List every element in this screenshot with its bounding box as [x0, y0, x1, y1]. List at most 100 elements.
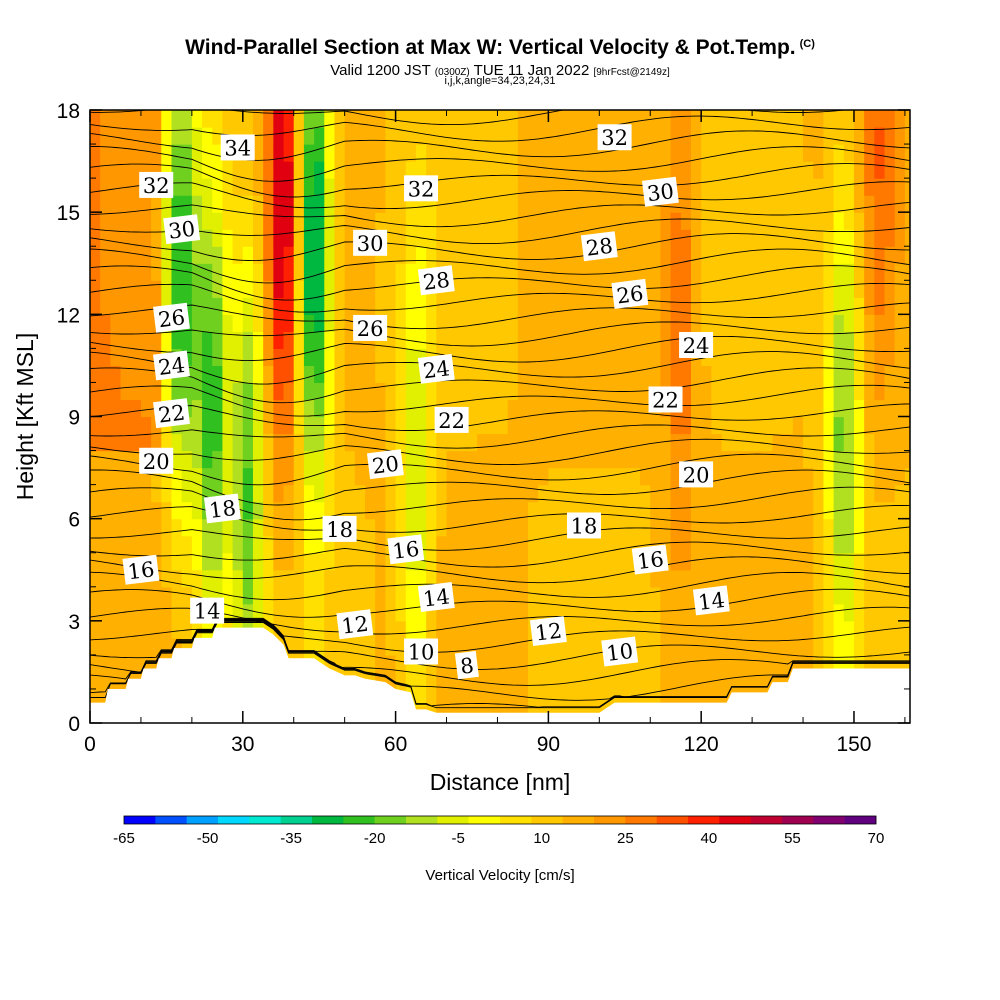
velocity-cell: [415, 501, 427, 520]
velocity-cell: [405, 110, 417, 128]
velocity-cell: [772, 654, 784, 673]
velocity-cell: [670, 161, 682, 179]
velocity-cell: [558, 195, 570, 213]
velocity-cell: [303, 229, 315, 247]
velocity-cell: [853, 467, 865, 486]
velocity-cell: [415, 552, 427, 571]
velocity-cell: [874, 280, 886, 298]
velocity-cell: [252, 365, 264, 384]
velocity-cell: [813, 484, 825, 503]
velocity-cell: [120, 399, 132, 418]
velocity-cell: [843, 229, 855, 247]
velocity-cell: [670, 603, 682, 622]
velocity-cell: [874, 416, 886, 435]
velocity-cell: [385, 348, 397, 367]
velocity-cell: [640, 127, 651, 145]
velocity-cell: [232, 331, 244, 349]
velocity-cell: [365, 535, 376, 554]
velocity-cell: [90, 637, 101, 656]
contour-label-text: 28: [585, 234, 614, 261]
velocity-cell: [762, 620, 774, 639]
velocity-cell: [456, 178, 468, 196]
velocity-cell: [884, 552, 896, 571]
velocity-cell: [456, 110, 468, 128]
velocity-cell: [151, 297, 162, 315]
velocity-cell: [772, 569, 784, 588]
contour-label: 22: [434, 406, 469, 433]
velocity-cell: [110, 297, 122, 315]
velocity-cell: [436, 501, 448, 520]
velocity-cell: [864, 518, 875, 537]
velocity-cell: [405, 518, 417, 537]
velocity-cell: [833, 535, 845, 554]
velocity-cell: [578, 637, 590, 656]
velocity-cell: [792, 246, 804, 264]
velocity-cell: [558, 552, 570, 571]
velocity-cell: [446, 229, 458, 247]
velocity-cell: [528, 569, 539, 588]
velocity-cell: [90, 450, 101, 469]
velocity-cell: [202, 569, 213, 588]
velocity-cell: [650, 535, 662, 554]
velocity-cell: [161, 433, 173, 452]
velocity-cell: [222, 382, 234, 401]
velocity-cell: [436, 297, 448, 315]
velocity-cell: [283, 450, 295, 469]
velocity-cell: [191, 331, 203, 349]
velocity-cell: [507, 552, 519, 571]
velocity-cell: [813, 161, 825, 179]
velocity-cell: [538, 467, 549, 486]
velocity-cell: [843, 450, 855, 469]
velocity-cell: [151, 127, 162, 145]
velocity-cell: [578, 195, 590, 213]
velocity-cell: [303, 569, 315, 588]
velocity-cell: [589, 263, 600, 281]
velocity-cell: [477, 620, 488, 639]
velocity-cell: [528, 654, 539, 673]
velocity-cell: [578, 212, 590, 230]
velocity-cell: [405, 620, 417, 639]
velocity-cell: [436, 552, 448, 571]
y-tick-label: 6: [68, 509, 80, 532]
velocity-cell: [191, 127, 203, 145]
velocity-cell: [548, 178, 560, 196]
theta-contour-line: [90, 571, 910, 601]
velocity-cell: [130, 195, 142, 213]
velocity-cell: [456, 297, 468, 315]
velocity-cell: [813, 365, 825, 384]
velocity-cell: [680, 178, 692, 196]
velocity-cell: [456, 501, 468, 520]
velocity-cell: [446, 127, 458, 145]
velocity-cell: [344, 535, 356, 554]
velocity-cell: [324, 127, 336, 145]
velocity-cell: [528, 518, 539, 537]
velocity-cell: [853, 416, 865, 435]
velocity-cell: [568, 195, 580, 213]
velocity-cell: [660, 467, 672, 486]
velocity-cell: [782, 280, 794, 298]
velocity-cell: [568, 586, 580, 605]
velocity-cell: [405, 127, 417, 145]
velocity-cell: [324, 603, 336, 622]
velocity-cell: [466, 161, 478, 179]
velocity-cell: [293, 467, 305, 486]
velocity-cell: [558, 535, 570, 554]
velocity-cell: [864, 280, 875, 298]
velocity-cell: [273, 399, 285, 418]
contour-label: 32: [597, 124, 632, 151]
velocity-cell: [589, 365, 600, 384]
contour-label-text: 16: [126, 557, 155, 584]
velocity-cell: [690, 552, 702, 571]
velocity-cell: [487, 552, 499, 571]
velocity-cell: [487, 331, 499, 349]
velocity-cell: [741, 518, 753, 537]
velocity-cell: [283, 416, 295, 435]
velocity-cell: [813, 314, 825, 332]
velocity-cell: [813, 552, 825, 571]
velocity-cell: [690, 416, 702, 435]
velocity-cell: [334, 314, 346, 332]
velocity-cell: [334, 331, 346, 349]
velocity-cell: [772, 314, 784, 332]
velocity-cell: [130, 416, 142, 435]
velocity-cell: [375, 586, 387, 605]
